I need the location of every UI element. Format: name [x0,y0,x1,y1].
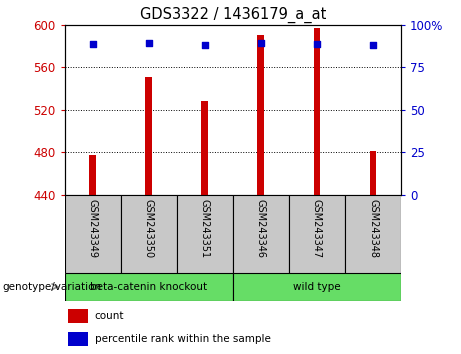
Text: GSM243351: GSM243351 [200,199,210,258]
Bar [233,273,401,301]
Bar [65,273,233,301]
Text: GSM243348: GSM243348 [368,199,378,258]
Bar [370,151,376,195]
Bar [289,195,345,273]
Point [145,40,152,46]
Bar [258,35,264,195]
Bar [345,195,401,273]
Text: GSM243346: GSM243346 [256,199,266,258]
Point [201,42,208,48]
Bar [68,332,88,346]
Text: percentile rank within the sample: percentile rank within the sample [95,334,271,344]
Text: wild type: wild type [293,282,341,292]
Text: beta-catenin knockout: beta-catenin knockout [90,282,207,292]
Point [257,40,265,46]
Bar [177,195,233,273]
Title: GDS3322 / 1436179_a_at: GDS3322 / 1436179_a_at [140,7,326,23]
Text: genotype/variation: genotype/variation [2,282,101,292]
Text: GSM243350: GSM243350 [144,199,154,258]
Bar [89,155,96,195]
Point [313,41,321,47]
Bar [201,101,208,195]
Bar [68,309,88,323]
Point [369,42,377,48]
Point [89,41,96,47]
Text: GSM243349: GSM243349 [88,199,98,258]
Bar [145,77,152,195]
Bar [233,195,289,273]
Bar [121,195,177,273]
Text: GSM243347: GSM243347 [312,199,322,258]
Bar [65,195,121,273]
Text: count: count [95,311,124,321]
Bar [313,28,320,195]
